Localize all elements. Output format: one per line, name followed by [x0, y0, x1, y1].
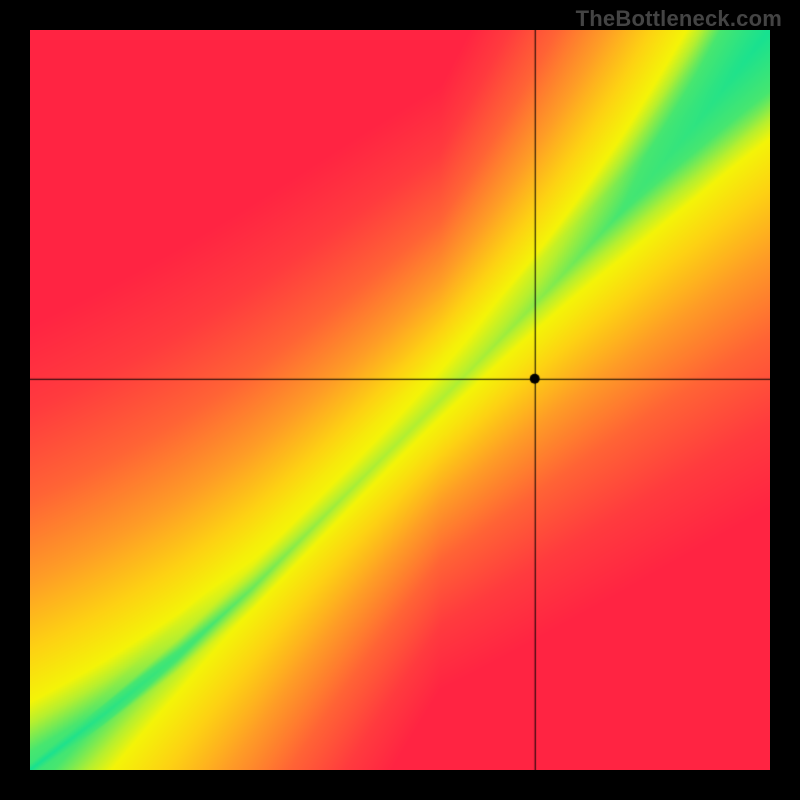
overlay-canvas [30, 30, 770, 770]
chart-container: TheBottleneck.com [0, 0, 800, 800]
watermark-text: TheBottleneck.com [576, 6, 782, 32]
